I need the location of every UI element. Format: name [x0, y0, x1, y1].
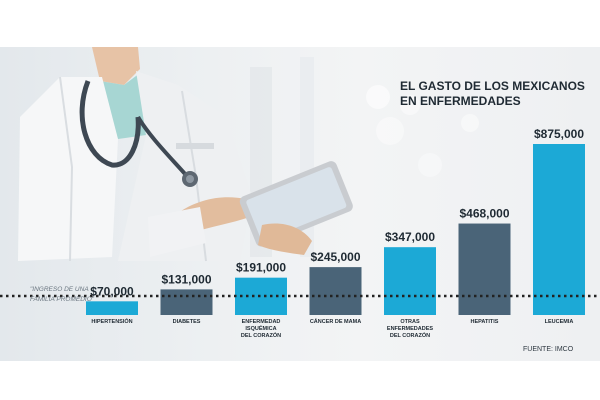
category-label-2-line-1: DIABETES: [173, 319, 201, 325]
source-note: FUENTE: IMCO: [523, 346, 574, 353]
chart-title-line-2: EN ENFERMEDADES: [400, 94, 521, 108]
category-label-5-line-2: ENFERMEDADES: [387, 326, 433, 332]
chart-canvas: EL GASTO DE LOS MEXICANOS EN ENFERMEDADE…: [0, 47, 600, 353]
bar-series: $70,000 HIPERTENSIÓN $131,000 DIABETES $191,…: [86, 127, 585, 339]
bar-6: [458, 223, 511, 315]
value-label-1: $70,000: [90, 284, 134, 298]
bar-5: [384, 247, 436, 315]
category-label-3-line-2: ISQUÉMICA: [245, 324, 276, 332]
value-label-2: $131,000: [161, 272, 211, 286]
reference-line-label-2: FAMILIA PROMEDIO": [30, 296, 95, 303]
chart-title: EL GASTO DE LOS MEXICANOS EN ENFERMEDADE…: [400, 79, 585, 108]
value-label-7: $875,000: [534, 127, 584, 141]
value-label-6: $468,000: [459, 207, 509, 221]
value-label-4: $245,000: [310, 250, 360, 264]
category-label-1-line-1: HIPERTENSIÓN: [91, 317, 132, 325]
category-label-6-line-1: HEPATITIS: [471, 319, 499, 325]
bar-7: [533, 144, 585, 315]
bar-2: [160, 289, 213, 315]
bar-1: [86, 301, 138, 315]
reference-line-label-1: "INGRESO DE UNA: [30, 286, 89, 293]
category-label-3-line-1: ENFERMEDAD: [242, 319, 281, 325]
bar-3: [235, 277, 287, 315]
chart-frame: EL GASTO DE LOS MEXICANOS EN ENFERMEDADE…: [0, 47, 600, 361]
bar-4: [309, 267, 362, 315]
category-label-7-line-1: LEUCEMIA: [545, 319, 574, 325]
value-label-3: $191,000: [236, 261, 286, 275]
category-label-3-line-3: DEL CORAZÓN: [241, 331, 281, 339]
doctor-illustration: [18, 47, 353, 262]
chart-title-line-1: EL GASTO DE LOS MEXICANOS: [400, 79, 585, 93]
category-label-5-line-1: OTRAS: [400, 319, 420, 325]
category-label-4-line-1: CÁNCER DE MAMA: [310, 318, 361, 325]
category-label-5-line-3: DEL CORAZÓN: [390, 331, 430, 339]
value-label-5: $347,000: [385, 230, 435, 244]
reference-line-group: "INGRESO DE UNA FAMILIA PROMEDIO": [0, 286, 600, 303]
